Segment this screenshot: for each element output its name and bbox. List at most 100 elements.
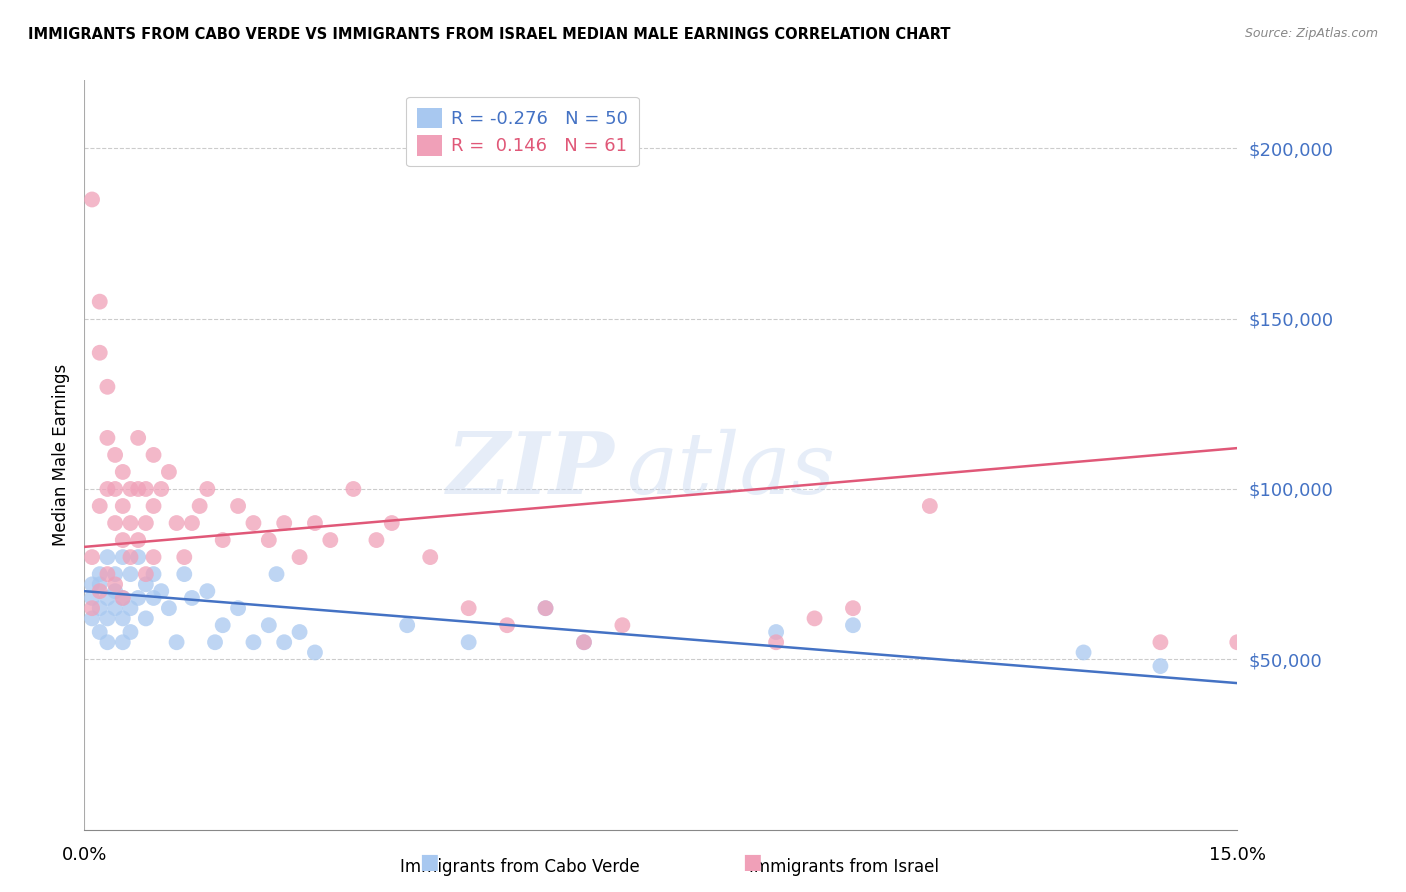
Point — [120, 550, 142, 565]
Point — [918, 499, 941, 513]
Point — [150, 584, 173, 599]
Point — [96, 482, 118, 496]
Point — [342, 482, 364, 496]
Point — [111, 591, 134, 605]
Point — [1226, 635, 1249, 649]
Point — [612, 618, 634, 632]
Point — [304, 645, 326, 659]
Point — [111, 591, 134, 605]
Point — [89, 601, 111, 615]
Point — [89, 294, 111, 309]
Point — [89, 567, 111, 582]
Point — [96, 550, 118, 565]
Text: ■: ■ — [742, 853, 762, 872]
Point — [273, 635, 295, 649]
Point — [120, 601, 142, 615]
Point — [257, 618, 280, 632]
Point — [120, 625, 142, 640]
Point — [142, 499, 165, 513]
Point — [127, 431, 149, 445]
Point — [80, 591, 103, 605]
Point — [96, 635, 118, 649]
Point — [842, 601, 865, 615]
Point — [195, 584, 218, 599]
Point — [226, 499, 249, 513]
Point — [496, 618, 519, 632]
Point — [104, 601, 127, 615]
Point — [534, 601, 557, 615]
Point — [157, 601, 180, 615]
Point — [89, 625, 111, 640]
Point — [120, 482, 142, 496]
Point — [765, 625, 787, 640]
Point — [419, 550, 441, 565]
Text: Immigrants from Cabo Verde: Immigrants from Cabo Verde — [401, 858, 640, 876]
Point — [104, 584, 127, 599]
Point — [803, 611, 825, 625]
Point — [111, 550, 134, 565]
Text: Immigrants from Israel: Immigrants from Israel — [748, 858, 939, 876]
Point — [135, 516, 157, 530]
Text: atlas: atlas — [626, 428, 835, 511]
Point — [211, 533, 233, 547]
Point — [304, 516, 326, 530]
Point — [111, 499, 134, 513]
Point — [111, 635, 134, 649]
Point — [266, 567, 288, 582]
Point — [157, 465, 180, 479]
Point — [142, 567, 165, 582]
Point — [842, 618, 865, 632]
Point — [457, 635, 479, 649]
Point — [1149, 635, 1171, 649]
Point — [80, 577, 103, 591]
Point — [396, 618, 419, 632]
Point — [288, 550, 311, 565]
Point — [104, 567, 127, 582]
Point — [135, 577, 157, 591]
Point — [181, 516, 204, 530]
Point — [226, 601, 249, 615]
Point — [288, 625, 311, 640]
Point — [457, 601, 479, 615]
Point — [104, 482, 127, 496]
Point — [211, 618, 233, 632]
Point — [181, 591, 204, 605]
Point — [173, 567, 195, 582]
Point — [111, 533, 134, 547]
Point — [242, 635, 264, 649]
Point — [142, 448, 165, 462]
Point — [188, 499, 211, 513]
Point — [96, 611, 118, 625]
Point — [195, 482, 218, 496]
Point — [257, 533, 280, 547]
Point — [173, 550, 195, 565]
Point — [366, 533, 388, 547]
Point — [111, 611, 134, 625]
Text: IMMIGRANTS FROM CABO VERDE VS IMMIGRANTS FROM ISRAEL MEDIAN MALE EARNINGS CORREL: IMMIGRANTS FROM CABO VERDE VS IMMIGRANTS… — [28, 27, 950, 42]
Point — [80, 601, 103, 615]
Point — [135, 482, 157, 496]
Point — [127, 550, 149, 565]
Point — [319, 533, 342, 547]
Point — [96, 380, 118, 394]
Point — [104, 448, 127, 462]
Point — [89, 499, 111, 513]
Text: ■: ■ — [419, 853, 439, 872]
Point — [135, 611, 157, 625]
Point — [120, 516, 142, 530]
Point — [765, 635, 787, 649]
Point — [80, 550, 103, 565]
Text: ZIP: ZIP — [447, 428, 614, 512]
Point — [96, 567, 118, 582]
Point — [381, 516, 404, 530]
Point — [135, 567, 157, 582]
Point — [273, 516, 295, 530]
Point — [104, 516, 127, 530]
Point — [89, 345, 111, 359]
Point — [534, 601, 557, 615]
Point — [166, 516, 188, 530]
Point — [127, 591, 149, 605]
Point — [96, 591, 118, 605]
Point — [572, 635, 595, 649]
Point — [127, 482, 149, 496]
